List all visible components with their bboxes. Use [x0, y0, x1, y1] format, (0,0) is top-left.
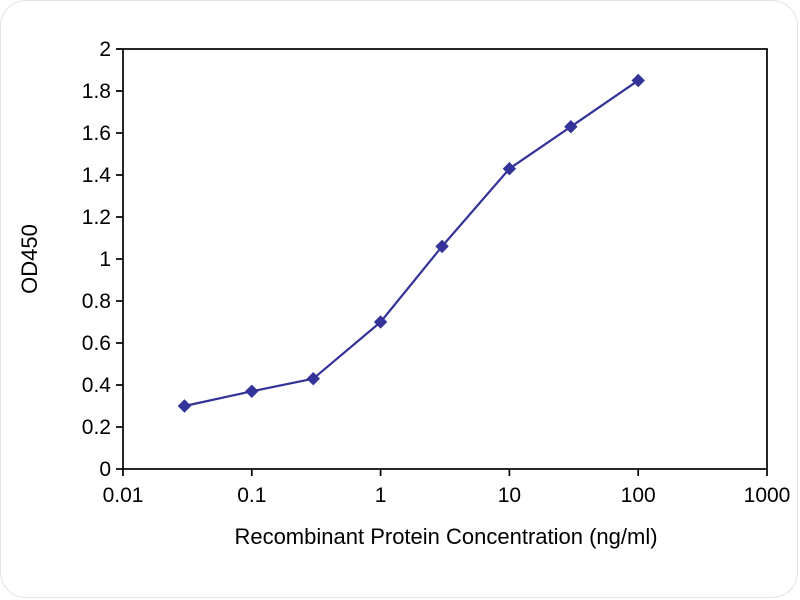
x-tick-label: 10 — [498, 484, 521, 507]
x-tick-label: 0.01 — [103, 484, 144, 507]
plot-area: 0 0.2 0.4 0.6 0.8 1 1.2 1.4 1.6 1.8 2 0.01 0.1 1 10 100… — [82, 38, 791, 507]
series-line — [183, 79, 640, 408]
data-point-marker — [502, 161, 517, 176]
y-axis-title: OD450 — [17, 224, 42, 294]
y-tick-label: 1.6 — [82, 122, 111, 145]
y-tick-label: 0.2 — [82, 416, 111, 439]
data-point-marker — [435, 239, 449, 254]
data-point-marker — [306, 371, 320, 386]
y-tick-label: 1 — [99, 248, 111, 271]
data-point-marker — [245, 384, 259, 399]
data-point-marker — [564, 119, 578, 134]
y-tick-label: 2 — [99, 38, 111, 61]
y-tick-label: 0.6 — [82, 332, 111, 355]
y-tick-label: 1.8 — [82, 80, 111, 103]
y-tick-label: 1.2 — [82, 206, 111, 229]
plot-frame — [122, 48, 768, 470]
x-tick-label: 0.1 — [237, 484, 266, 507]
data-point-marker — [177, 399, 192, 413]
x-tick-label: 1000 — [744, 484, 791, 507]
y-tick-label: 0 — [99, 458, 111, 481]
x-tick-label: 100 — [621, 484, 656, 507]
y-tick-label: 0.4 — [82, 374, 112, 397]
y-tick-label: 1.4 — [82, 164, 112, 187]
data-point-marker — [373, 315, 388, 329]
y-tick-label: 0.8 — [82, 290, 111, 313]
data-point-marker — [631, 73, 645, 88]
x-tick-label: 1 — [375, 484, 387, 507]
x-axis-title: Recombinant Protein Concentration (ng/ml… — [234, 524, 657, 549]
